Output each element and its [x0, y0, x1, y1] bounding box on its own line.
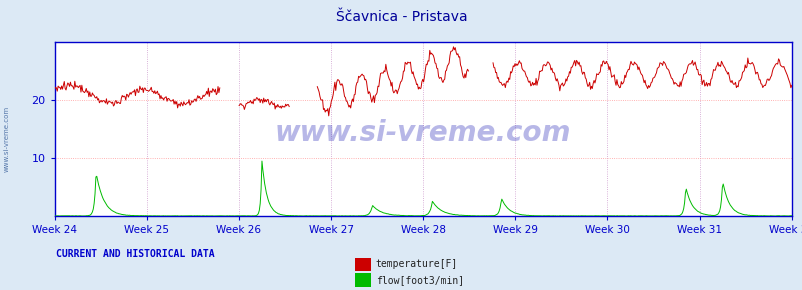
- Text: www.si-vreme.com: www.si-vreme.com: [3, 106, 10, 172]
- Text: flow[foot3/min]: flow[foot3/min]: [375, 275, 464, 285]
- Text: www.si-vreme.com: www.si-vreme.com: [274, 119, 571, 146]
- Text: CURRENT AND HISTORICAL DATA: CURRENT AND HISTORICAL DATA: [56, 249, 215, 259]
- Text: temperature[F]: temperature[F]: [375, 259, 457, 269]
- Text: Ščavnica - Pristava: Ščavnica - Pristava: [335, 10, 467, 24]
